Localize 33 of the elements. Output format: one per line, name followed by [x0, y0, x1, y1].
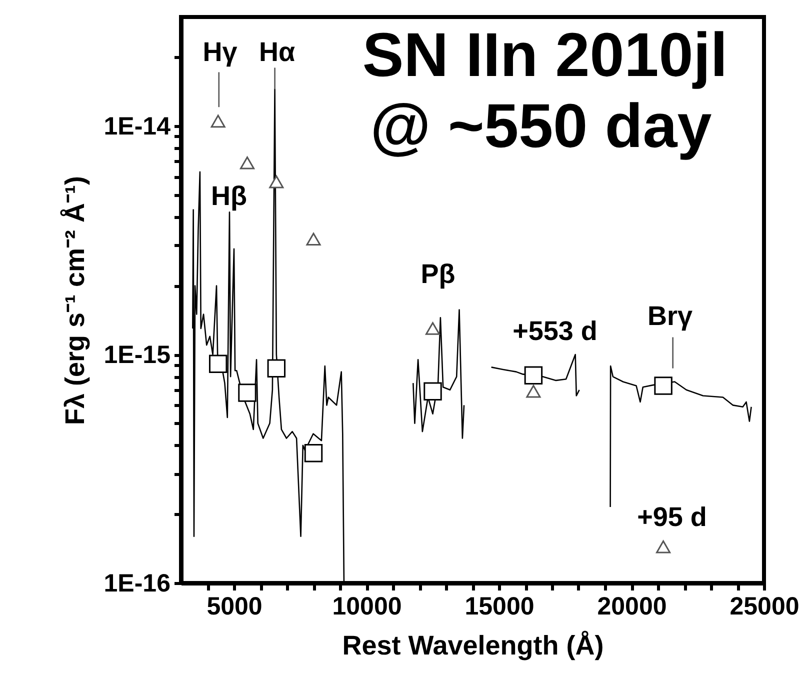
annotation: Hγ — [202, 37, 238, 67]
y-tick-label: 1E-14 — [104, 112, 171, 141]
point — [210, 114, 226, 128]
point — [238, 384, 256, 402]
annotation: SN IIn 2010jl — [362, 21, 728, 90]
annotation: Hα — [258, 37, 296, 67]
annotation: +553 d — [512, 316, 598, 346]
y-tick-label: 1E-16 — [104, 570, 170, 598]
x-tick-label: 10000 — [332, 592, 402, 620]
point — [524, 366, 543, 385]
x-tick-label: 20000 — [597, 592, 667, 620]
y-axis-title: Fλ (erg s⁻¹ cm⁻² Å⁻¹) — [60, 176, 90, 426]
x-axis-title: Rest Wavelength (Å) — [342, 630, 604, 660]
annotation: Brγ — [647, 301, 693, 331]
point — [269, 175, 284, 188]
point — [306, 232, 321, 246]
point — [425, 322, 440, 335]
point — [526, 384, 541, 398]
x-tick-label: 5000 — [206, 592, 262, 620]
point — [654, 376, 672, 395]
point — [208, 354, 228, 373]
point — [656, 540, 671, 554]
point — [267, 359, 286, 378]
point — [304, 444, 323, 462]
point — [240, 156, 255, 170]
annotation: Pβ — [420, 259, 456, 289]
x-tick-label: 15000 — [464, 592, 534, 620]
y-tick-label: 1E-15 — [104, 341, 171, 370]
annotation: Hβ — [211, 181, 247, 211]
annotation: @ ~550 day — [370, 92, 712, 161]
annotation: +95 d — [637, 502, 707, 532]
x-tick-label: 25000 — [730, 592, 800, 620]
point — [424, 382, 442, 400]
